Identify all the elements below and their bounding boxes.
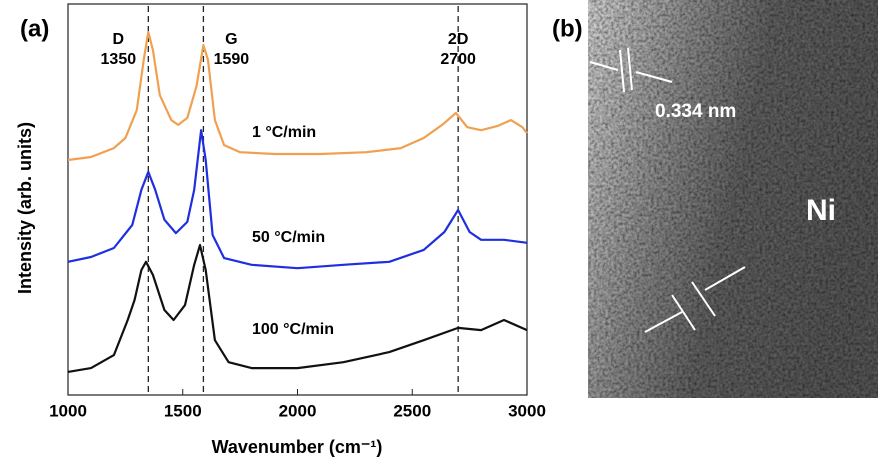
x-tick-label: 2000 xyxy=(279,401,317,420)
x-tick-label: 1500 xyxy=(164,401,202,420)
peak-position: 1350 xyxy=(101,51,137,68)
x-tick-label: 1000 xyxy=(49,401,87,420)
series-label: 50 °C/min xyxy=(252,229,325,246)
series-label: 100 °C/min xyxy=(252,321,334,338)
peak-name: G xyxy=(225,31,237,48)
spectrum-line xyxy=(67,244,528,373)
tem-image: 0.334 nm Ni xyxy=(588,0,878,398)
lattice-markers xyxy=(589,47,746,333)
tem-shade xyxy=(588,0,878,398)
series-label: 1 °C/min xyxy=(252,124,316,141)
x-axis-label: Wavenumber (cm⁻¹) xyxy=(212,437,383,457)
spectrum-line xyxy=(67,129,528,270)
panel-label: (b) xyxy=(552,15,583,42)
spacing-label: 0.334 nm xyxy=(655,101,736,122)
y-axis-label: Intensity (arb. units) xyxy=(15,122,35,294)
x-tick-label: 3000 xyxy=(508,401,546,420)
panel-label: (a) xyxy=(20,15,49,42)
peak-name: 2D xyxy=(448,31,468,48)
x-tick-label: 2500 xyxy=(393,401,431,420)
peak-name: D xyxy=(113,31,125,48)
region-label: Ni xyxy=(806,194,836,227)
spectrum-line xyxy=(67,31,528,162)
peak-position: 2700 xyxy=(440,51,476,68)
peak-position: 1590 xyxy=(214,51,250,68)
